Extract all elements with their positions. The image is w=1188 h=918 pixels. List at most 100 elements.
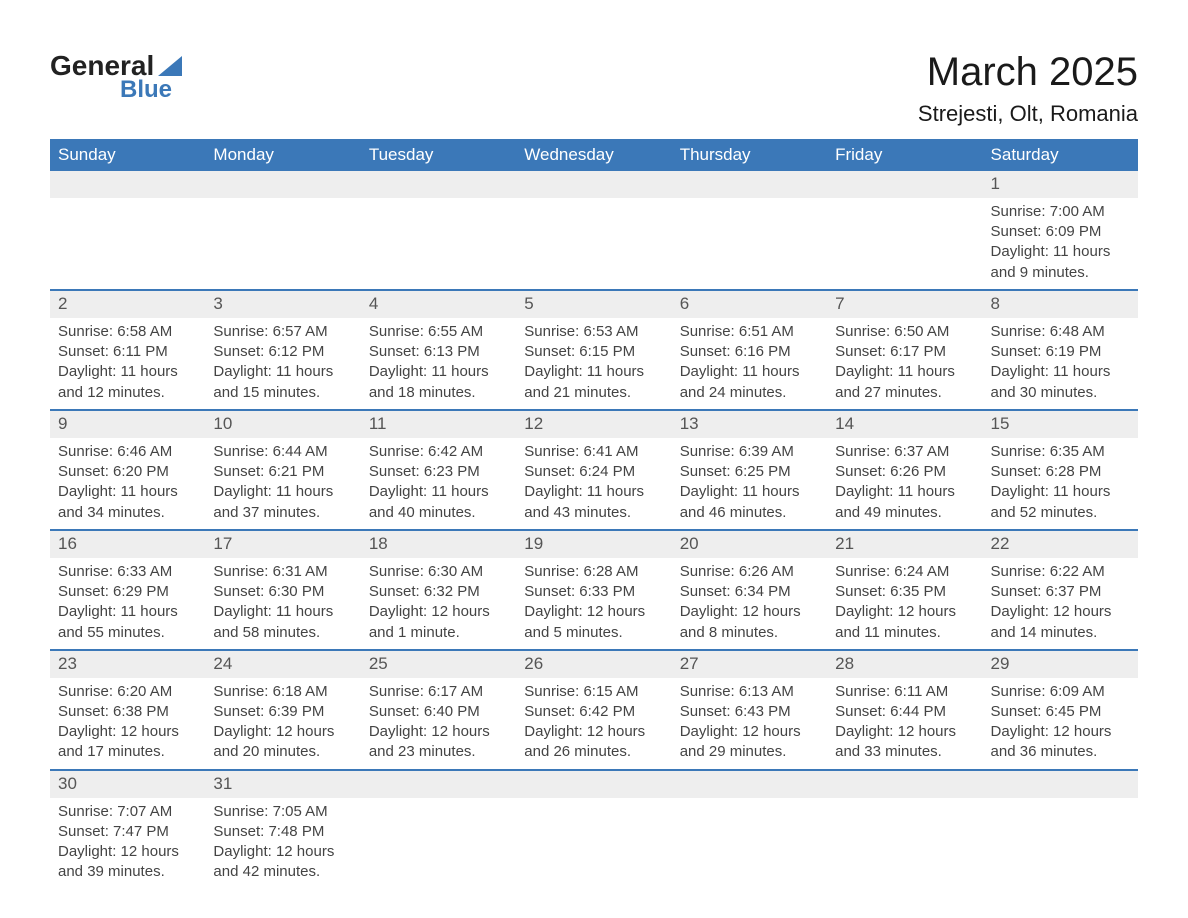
- day-number: 18: [369, 534, 388, 553]
- day-number-cell: [672, 171, 827, 198]
- day-number: 1: [991, 174, 1000, 193]
- sunrise-text: Sunrise: 6:53 AM: [524, 322, 663, 342]
- daylight-text: and 29 minutes.: [680, 742, 819, 762]
- day-details-cell: [361, 198, 516, 290]
- daylight-text: and 37 minutes.: [213, 503, 352, 523]
- sunrise-text: Sunrise: 6:50 AM: [835, 322, 974, 342]
- daylight-text: and 17 minutes.: [58, 742, 197, 762]
- day-number-cell: [983, 770, 1138, 798]
- day-number-cell: 23: [50, 650, 205, 678]
- day-details-cell: Sunrise: 6:58 AMSunset: 6:11 PMDaylight:…: [50, 318, 205, 410]
- day-number: 7: [835, 294, 844, 313]
- daylight-text: and 26 minutes.: [524, 742, 663, 762]
- sunset-text: Sunset: 6:33 PM: [524, 582, 663, 602]
- daylight-text: Daylight: 12 hours: [524, 722, 663, 742]
- daylight-text: Daylight: 12 hours: [680, 602, 819, 622]
- day-details-cell: Sunrise: 6:09 AMSunset: 6:45 PMDaylight:…: [983, 678, 1138, 770]
- day-details-cell: Sunrise: 6:55 AMSunset: 6:13 PMDaylight:…: [361, 318, 516, 410]
- daynum-row: 23242526272829: [50, 650, 1138, 678]
- day-details-cell: Sunrise: 6:11 AMSunset: 6:44 PMDaylight:…: [827, 678, 982, 770]
- daylight-text: Daylight: 11 hours: [58, 602, 197, 622]
- day-number: 27: [680, 654, 699, 673]
- sunset-text: Sunset: 6:16 PM: [680, 342, 819, 362]
- day-details-cell: Sunrise: 6:24 AMSunset: 6:35 PMDaylight:…: [827, 558, 982, 650]
- day-number: 29: [991, 654, 1010, 673]
- sunrise-text: Sunrise: 6:39 AM: [680, 442, 819, 462]
- weekday-header: Sunday: [50, 139, 205, 171]
- daylight-text: and 5 minutes.: [524, 623, 663, 643]
- sunset-text: Sunset: 6:43 PM: [680, 702, 819, 722]
- day-details-cell: [361, 798, 516, 889]
- daylight-text: and 12 minutes.: [58, 383, 197, 403]
- daylight-text: and 49 minutes.: [835, 503, 974, 523]
- day-details-cell: Sunrise: 6:20 AMSunset: 6:38 PMDaylight:…: [50, 678, 205, 770]
- day-number-cell: 10: [205, 410, 360, 438]
- day-number-cell: 8: [983, 290, 1138, 318]
- page-title: March 2025: [918, 50, 1138, 95]
- day-number: 14: [835, 414, 854, 433]
- sunrise-text: Sunrise: 6:37 AM: [835, 442, 974, 462]
- day-details-cell: Sunrise: 6:50 AMSunset: 6:17 PMDaylight:…: [827, 318, 982, 410]
- details-row: Sunrise: 7:00 AMSunset: 6:09 PMDaylight:…: [50, 198, 1138, 290]
- daylight-text: and 9 minutes.: [991, 263, 1130, 283]
- daylight-text: and 21 minutes.: [524, 383, 663, 403]
- day-details-cell: [672, 798, 827, 889]
- day-number-cell: 27: [672, 650, 827, 678]
- daylight-text: Daylight: 11 hours: [213, 602, 352, 622]
- day-details-cell: [827, 798, 982, 889]
- day-details-cell: Sunrise: 7:07 AMSunset: 7:47 PMDaylight:…: [50, 798, 205, 889]
- sunrise-text: Sunrise: 6:18 AM: [213, 682, 352, 702]
- day-number: 23: [58, 654, 77, 673]
- day-details-cell: Sunrise: 6:26 AMSunset: 6:34 PMDaylight:…: [672, 558, 827, 650]
- day-number: 12: [524, 414, 543, 433]
- daylight-text: Daylight: 11 hours: [524, 362, 663, 382]
- daylight-text: and 33 minutes.: [835, 742, 974, 762]
- sunset-text: Sunset: 6:45 PM: [991, 702, 1130, 722]
- weekday-header: Friday: [827, 139, 982, 171]
- daylight-text: Daylight: 11 hours: [991, 242, 1130, 262]
- day-number-cell: [827, 770, 982, 798]
- day-details-cell: Sunrise: 6:46 AMSunset: 6:20 PMDaylight:…: [50, 438, 205, 530]
- weekday-header: Saturday: [983, 139, 1138, 171]
- daylight-text: Daylight: 11 hours: [835, 482, 974, 502]
- day-number-cell: 4: [361, 290, 516, 318]
- daylight-text: Daylight: 12 hours: [369, 722, 508, 742]
- day-number: 25: [369, 654, 388, 673]
- sunset-text: Sunset: 6:42 PM: [524, 702, 663, 722]
- day-number-cell: 26: [516, 650, 671, 678]
- day-number: 19: [524, 534, 543, 553]
- day-details-cell: Sunrise: 7:05 AMSunset: 7:48 PMDaylight:…: [205, 798, 360, 889]
- daylight-text: Daylight: 12 hours: [991, 722, 1130, 742]
- sunrise-text: Sunrise: 6:26 AM: [680, 562, 819, 582]
- day-number-cell: 28: [827, 650, 982, 678]
- sunrise-text: Sunrise: 6:20 AM: [58, 682, 197, 702]
- sunrise-text: Sunrise: 7:07 AM: [58, 802, 197, 822]
- daylight-text: and 36 minutes.: [991, 742, 1130, 762]
- weekday-header-row: Sunday Monday Tuesday Wednesday Thursday…: [50, 139, 1138, 171]
- sunrise-text: Sunrise: 6:30 AM: [369, 562, 508, 582]
- sunset-text: Sunset: 6:30 PM: [213, 582, 352, 602]
- sunset-text: Sunset: 7:48 PM: [213, 822, 352, 842]
- day-details-cell: [516, 798, 671, 889]
- daylight-text: and 20 minutes.: [213, 742, 352, 762]
- day-details-cell: Sunrise: 6:51 AMSunset: 6:16 PMDaylight:…: [672, 318, 827, 410]
- sunset-text: Sunset: 6:35 PM: [835, 582, 974, 602]
- day-number-cell: 13: [672, 410, 827, 438]
- daylight-text: and 1 minute.: [369, 623, 508, 643]
- daylight-text: and 14 minutes.: [991, 623, 1130, 643]
- day-details-cell: Sunrise: 6:28 AMSunset: 6:33 PMDaylight:…: [516, 558, 671, 650]
- sunset-text: Sunset: 6:39 PM: [213, 702, 352, 722]
- day-number: 8: [991, 294, 1000, 313]
- day-number: 6: [680, 294, 689, 313]
- day-number: 17: [213, 534, 232, 553]
- day-number-cell: [361, 770, 516, 798]
- day-details-cell: [516, 198, 671, 290]
- day-number-cell: 21: [827, 530, 982, 558]
- calendar-table: Sunday Monday Tuesday Wednesday Thursday…: [50, 139, 1138, 889]
- day-details-cell: Sunrise: 6:42 AMSunset: 6:23 PMDaylight:…: [361, 438, 516, 530]
- weekday-header: Monday: [205, 139, 360, 171]
- day-number: 22: [991, 534, 1010, 553]
- day-details-cell: [205, 198, 360, 290]
- daylight-text: Daylight: 12 hours: [213, 722, 352, 742]
- day-number: 10: [213, 414, 232, 433]
